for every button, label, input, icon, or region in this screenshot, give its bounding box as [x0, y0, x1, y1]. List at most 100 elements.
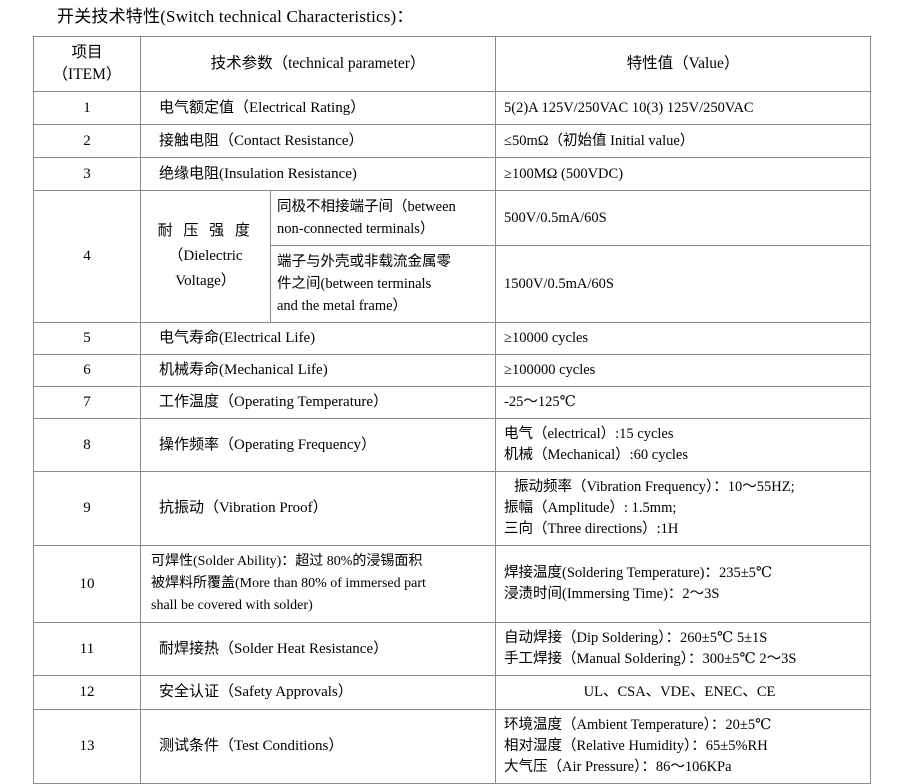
- value-line: 大气压（Air Pressure）：86～106KPa: [504, 759, 732, 775]
- value-line: ≥100MΩ (500VDC): [504, 165, 624, 182]
- value-line: UL、CSA、VDE、ENEC、CE: [583, 684, 776, 700]
- value-cell: ≥10000 cycles: [495, 322, 871, 355]
- value-line: 手工焊接（Manual Soldering）：300±5℃ 2～3S: [504, 651, 797, 667]
- parameter-cell: 安全认证（Safety Approvals）: [140, 675, 496, 710]
- header-cell-parameter: 技术参数（technical parameter）: [140, 36, 496, 92]
- header-item-line1: 项目: [71, 44, 103, 61]
- item-number: 10: [79, 575, 95, 592]
- value-cell: -25～125℃: [495, 386, 871, 419]
- value-line: -25～125℃: [504, 394, 576, 410]
- item-number-cell: 2: [33, 124, 141, 158]
- item-number: 6: [83, 362, 91, 378]
- parameter-label-line1: 耐 压 强 度: [157, 223, 254, 239]
- parameter-cell: 可焊性(Solder Ability)：超过 80%的浸锡面积 被焊料所覆盖(M…: [140, 545, 496, 623]
- sub-parameter-line1: 端子与外壳或非载流金属零: [277, 254, 451, 270]
- parameter-cell: 耐 压 强 度 （Dielectric Voltage）: [140, 190, 271, 323]
- item-number: 2: [83, 132, 91, 149]
- value-line: 浸渍时间(Immersing Time)：2～3S: [504, 586, 720, 602]
- parameter-label: 测试条件（Test Conditions）: [159, 738, 344, 754]
- sub-parameter-line2: 件之间(between terminals: [277, 276, 432, 292]
- parameter-cell: 测试条件（Test Conditions）: [140, 709, 496, 784]
- item-number-cell: 13: [33, 709, 141, 784]
- sub-parameter-cell: 端子与外壳或非载流金属零 件之间(between terminals and t…: [270, 245, 496, 323]
- value-line: 电气（electrical）:15 cycles: [504, 426, 674, 442]
- table-header-row: 项目 （ITEM） 技术参数（technical parameter） 特性值（…: [33, 36, 871, 92]
- item-number-cell: 6: [33, 354, 141, 387]
- value-line: ≤50mΩ（初始值 Initial value）: [504, 132, 695, 149]
- value-line: ≥10000 cycles: [504, 330, 589, 346]
- value-line: 三向（Three directions）:1H: [504, 521, 679, 537]
- header-item-line2: （ITEM）: [52, 66, 122, 83]
- parameter-cell: 抗振动（Vibration Proof）: [140, 471, 496, 546]
- header-parameter-label: 技术参数（technical parameter）: [210, 55, 426, 72]
- value-cell: 1500V/0.5mA/60S: [495, 245, 871, 323]
- item-number: 7: [83, 394, 91, 410]
- item-number-cell: 12: [33, 675, 141, 710]
- item-number-cell: 8: [33, 418, 141, 472]
- value-cell: UL、CSA、VDE、ENEC、CE: [495, 675, 871, 710]
- item-number-cell: 4: [33, 190, 141, 323]
- value-line: 1500V/0.5mA/60S: [504, 275, 614, 292]
- parameter-cell: 机械寿命(Mechanical Life): [140, 354, 496, 387]
- spec-sheet-page: 开关技术特性(Switch technical Characteristics)…: [33, 7, 871, 784]
- sub-parameter-line1: 同极不相接端子间（between: [277, 199, 456, 215]
- header-cell-item: 项目 （ITEM）: [33, 36, 141, 92]
- value-cell: 电气（electrical）:15 cycles 机械（Mechanical）:…: [495, 418, 871, 472]
- parameter-label: 绝缘电阻(Insulation Resistance): [159, 165, 357, 182]
- sub-parameter-line2: non-connected terminals）: [277, 221, 435, 237]
- table-row: 7 工作温度（Operating Temperature） -25～125℃: [33, 386, 871, 419]
- item-number-cell: 1: [33, 91, 141, 125]
- value-line: 焊接温度(Soldering Temperature)：235±5℃: [504, 565, 773, 581]
- table-row: 8 操作频率（Operating Frequency） 电气（electrica…: [33, 418, 871, 472]
- value-cell: 自动焊接（Dip Soldering）：260±5℃ 5±1S 手工焊接（Man…: [495, 622, 871, 676]
- parameter-label: 电气寿命(Electrical Life): [159, 330, 316, 346]
- table-row: 5 电气寿命(Electrical Life) ≥10000 cycles: [33, 322, 871, 355]
- item-number: 4: [83, 248, 91, 264]
- item-number: 13: [79, 738, 95, 754]
- parameter-label-line1: 可焊性(Solder Ability)：超过 80%的浸锡面积: [151, 554, 423, 569]
- table-row: 10 可焊性(Solder Ability)：超过 80%的浸锡面积 被焊料所覆…: [33, 545, 871, 623]
- value-line: 环境温度（Ambient Temperature）：20±5℃: [504, 717, 772, 733]
- parameter-label: 安全认证（Safety Approvals）: [159, 684, 353, 700]
- header-cell-value: 特性值（Value）: [495, 36, 871, 92]
- parameter-cell: 绝缘电阻(Insulation Resistance): [140, 157, 496, 191]
- parameter-label-line2: 被焊料所覆盖(More than 80% of immersed part: [151, 576, 426, 591]
- table-row: 12 安全认证（Safety Approvals） UL、CSA、VDE、ENE…: [33, 675, 871, 710]
- parameter-cell: 耐焊接热（Solder Heat Resistance）: [140, 622, 496, 676]
- table-row: 2 接触电阻（Contact Resistance） ≤50mΩ（初始值 Ini…: [33, 124, 871, 158]
- value-cell: 5(2)A 125V/250VAC 10(3) 125V/250VAC: [495, 91, 871, 125]
- parameter-label-line3: Voltage）: [175, 273, 236, 289]
- page-title: 开关技术特性(Switch technical Characteristics)…: [57, 7, 414, 26]
- value-line: 5(2)A 125V/250VAC 10(3) 125V/250VAC: [504, 99, 754, 116]
- value-line: ≥100000 cycles: [504, 362, 596, 378]
- table-row: 端子与外壳或非载流金属零 件之间(between terminals and t…: [34, 245, 871, 323]
- parameter-label: 操作频率（Operating Frequency）: [159, 436, 377, 453]
- item-number: 5: [83, 330, 91, 346]
- value-cell: ≤50mΩ（初始值 Initial value）: [495, 124, 871, 158]
- value-cell: 振动频率（Vibration Frequency）：10～55HZ; 振幅（Am…: [495, 471, 871, 546]
- sub-parameter-cell: 同极不相接端子间（between non-connected terminals…: [270, 190, 496, 246]
- parameter-label: 抗振动（Vibration Proof）: [159, 500, 328, 516]
- item-number-cell: 11: [33, 622, 141, 676]
- parameter-cell: 接触电阻（Contact Resistance）: [140, 124, 496, 158]
- table-row: 3 绝缘电阻(Insulation Resistance) ≥100MΩ (50…: [33, 157, 871, 191]
- parameter-label: 机械寿命(Mechanical Life): [159, 362, 328, 378]
- value-line: 自动焊接（Dip Soldering）：260±5℃ 5±1S: [504, 630, 768, 646]
- value-cell: ≥100000 cycles: [495, 354, 871, 387]
- value-cell: 环境温度（Ambient Temperature）：20±5℃ 相对湿度（Rel…: [495, 709, 871, 784]
- parameter-cell: 工作温度（Operating Temperature）: [140, 386, 496, 419]
- table-row: 4 耐 压 强 度 （Dielectric Voltage） 同极不相接端子间（…: [33, 190, 871, 323]
- sub-parameter-line3: and the metal frame）: [277, 298, 408, 314]
- parameter-label: 耐焊接热（Solder Heat Resistance）: [159, 640, 389, 657]
- item-number-cell: 3: [33, 157, 141, 191]
- item-number-cell: 10: [33, 545, 141, 623]
- value-cell: ≥100MΩ (500VDC): [495, 157, 871, 191]
- parameter-cell: 电气寿命(Electrical Life): [140, 322, 496, 355]
- item-number-cell: 7: [33, 386, 141, 419]
- item-number: 3: [83, 165, 91, 182]
- table-row: 13 测试条件（Test Conditions） 环境温度（Ambient Te…: [33, 709, 871, 784]
- value-line: 振动频率（Vibration Frequency）：10～55HZ;: [514, 479, 795, 495]
- parameter-label: 工作温度（Operating Temperature）: [159, 394, 389, 410]
- item-number: 12: [79, 684, 95, 700]
- table-row: 6 机械寿命(Mechanical Life) ≥100000 cycles: [33, 354, 871, 387]
